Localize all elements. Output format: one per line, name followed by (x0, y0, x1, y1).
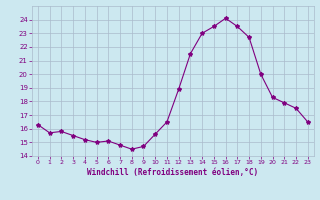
X-axis label: Windchill (Refroidissement éolien,°C): Windchill (Refroidissement éolien,°C) (87, 168, 258, 177)
